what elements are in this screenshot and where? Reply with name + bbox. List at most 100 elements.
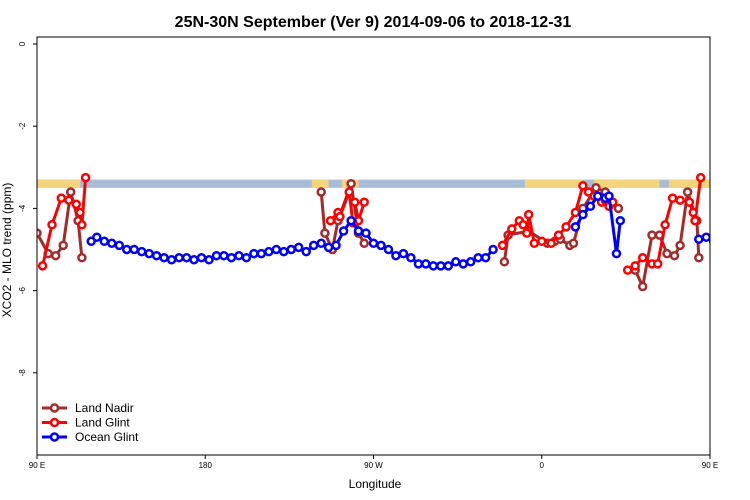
data-point-ocean-glint: [368, 238, 379, 249]
data-point-ocean-glint: [286, 244, 296, 255]
series-land-glint: [37, 172, 706, 275]
data-point-land-glint: [546, 238, 556, 249]
data-point-ocean-glint: [708, 238, 710, 245]
data-point-land-glint: [675, 195, 685, 205]
data-point-ocean-glint: [323, 242, 334, 253]
data-point-ocean-glint: [413, 259, 424, 269]
data-point-ocean-glint: [196, 252, 207, 263]
data-point-land-glint: [537, 236, 547, 247]
data-point-ocean-glint: [740, 246, 747, 253]
data-point-land-glint: [688, 207, 698, 218]
data-point-ocean-glint: [428, 261, 439, 271]
data-point-ocean-glint: [174, 252, 184, 263]
surface-band-land: [594, 179, 660, 188]
data-point-land-glint: [622, 265, 633, 275]
surface-band-ocean: [37, 179, 710, 188]
data-point-ocean-glint: [570, 222, 581, 232]
chart-title: 25N-30N September (Ver 9) 2014-09-06 to …: [175, 14, 572, 31]
x-tick-label: 180: [199, 461, 213, 470]
data-point-ocean-glint: [451, 257, 461, 267]
x-tick-label: 90 W: [364, 461, 383, 470]
data-point-ocean-glint: [473, 252, 483, 263]
data-point-land-glint: [684, 197, 695, 207]
data-point-ocean-glint: [121, 244, 132, 255]
data-point-land-nadir: [647, 230, 657, 240]
data-point-ocean-glint: [701, 232, 710, 242]
data-point-land-glint: [570, 207, 581, 218]
data-point-ocean-glint: [376, 240, 386, 251]
data-point-ocean-glint: [159, 252, 169, 263]
data-point-land-nadir: [568, 238, 579, 249]
data-point-ocean-glint: [181, 252, 192, 263]
plot-area: [37, 172, 747, 292]
data-point-land-glint: [553, 230, 564, 240]
data-point-ocean-glint: [615, 215, 626, 226]
data-point-ocean-glint: [391, 250, 401, 261]
data-point-ocean-glint: [256, 248, 267, 259]
y-axis: 0 -2 -4 -6 -8: [18, 41, 37, 376]
data-point-land-glint: [690, 215, 700, 226]
data-point-land-glint: [335, 211, 345, 222]
data-point-ocean-glint: [331, 240, 341, 251]
data-point-land-glint: [561, 222, 571, 232]
data-point-ocean-glint: [694, 234, 704, 244]
data-point-land-glint: [75, 207, 85, 218]
data-point-ocean-glint: [316, 238, 326, 249]
legend-marker-land-glint: [49, 417, 60, 428]
data-point-ocean-glint: [204, 255, 214, 265]
data-point-ocean-glint: [488, 244, 498, 255]
data-point-ocean-glint: [585, 201, 596, 212]
data-point-land-nadir: [675, 240, 685, 251]
data-point-land-glint: [637, 252, 648, 263]
data-point-ocean-glint: [189, 255, 199, 265]
series-ocean-glint: [86, 191, 747, 271]
data-point-land-nadir: [694, 252, 704, 263]
data-point-ocean-glint: [219, 250, 229, 261]
series-land-nadir: [37, 178, 704, 292]
data-point-land-nadir: [50, 250, 61, 261]
y-tick-label: -4: [18, 204, 27, 212]
data-point-land-nadir: [669, 250, 680, 261]
data-point-ocean-glint: [279, 246, 289, 257]
surface-band-land: [311, 179, 329, 188]
y-tick-label: 0: [18, 41, 27, 46]
data-point-land-glint: [497, 240, 508, 251]
data-point-ocean-glint: [611, 248, 622, 259]
data-point-ocean-glint: [443, 261, 454, 271]
data-point-ocean-glint: [211, 250, 222, 261]
surface-band-land: [668, 179, 710, 188]
series-line-ocean-glint: [90, 219, 495, 268]
data-point-land-nadir: [662, 248, 672, 259]
data-point-land-glint: [695, 172, 706, 183]
data-point-ocean-glint: [480, 252, 491, 263]
data-point-land-nadir: [316, 187, 326, 197]
data-point-land-nadir: [499, 257, 510, 267]
data-point-land-glint: [578, 181, 588, 191]
y-axis-label: XCO2 - MLO trend (ppm): [0, 183, 14, 318]
data-point-land-glint: [522, 228, 532, 238]
data-point-ocean-glint: [249, 248, 259, 259]
data-point-land-nadir: [359, 238, 369, 249]
data-point-land-glint: [507, 224, 517, 234]
data-point-ocean-glint: [604, 191, 614, 201]
data-point-ocean-glint: [465, 257, 476, 267]
data-point-ocean-glint: [293, 242, 304, 253]
data-point-ocean-glint: [406, 252, 416, 263]
data-point-land-glint: [71, 199, 82, 210]
surface-band-land: [524, 179, 583, 188]
data-point-ocean-glint: [92, 232, 102, 242]
x-tick-label: 90 E: [702, 461, 718, 470]
legend-marker-ocean-glint: [49, 432, 60, 442]
data-point-land-nadir: [613, 203, 624, 214]
data-point-land-nadir: [682, 187, 693, 197]
data-point-land-glint: [630, 261, 640, 271]
data-point-land-glint: [667, 193, 678, 203]
data-point-land-glint: [37, 261, 48, 271]
x-axis-label: Longitude: [349, 477, 402, 491]
data-point-land-glint: [47, 220, 57, 230]
data-point-land-glint: [344, 187, 354, 197]
data-point-ocean-glint: [114, 240, 125, 251]
data-point-ocean-glint: [733, 246, 740, 253]
data-point-ocean-glint: [383, 244, 394, 255]
